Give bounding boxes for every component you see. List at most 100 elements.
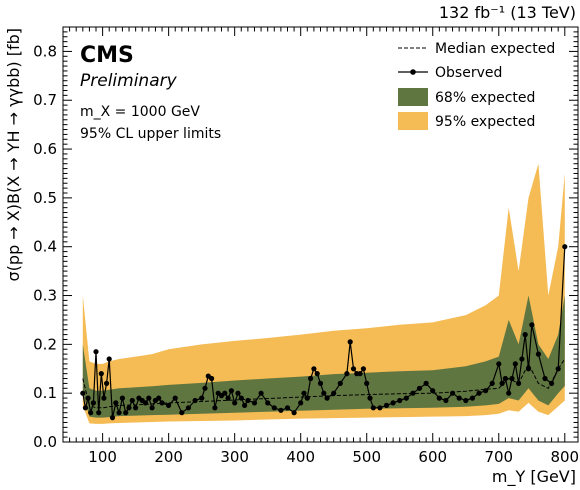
legend-68-label: 68% expected [435, 90, 535, 106]
observed-point [555, 366, 561, 372]
observed-point [423, 380, 429, 386]
observed-point [119, 395, 125, 401]
observed-point [228, 388, 234, 394]
x-tick-label: 700 [484, 448, 513, 466]
preliminary-label: Preliminary [80, 71, 178, 91]
x-tick-label: 100 [88, 448, 117, 466]
observed-point [291, 410, 297, 416]
observed-point [238, 395, 244, 401]
observed-points [80, 244, 568, 421]
x-ticks: 100 200 300 400 500 600 700 800 [69, 27, 579, 466]
legend-95-label: 95% expected [435, 114, 535, 130]
observed-point [463, 397, 469, 404]
observed-point [489, 380, 495, 386]
observed-point [476, 390, 482, 396]
observed-point [265, 400, 271, 406]
observed-point [483, 388, 489, 394]
observed-point [314, 371, 320, 377]
observed-point [456, 395, 462, 401]
observed-point [416, 385, 423, 391]
axes: 100 200 300 400 500 600 700 800 0.0 0.1 0.2 0.3 0.4… [33, 26, 579, 466]
observed-point [185, 405, 191, 411]
observed-point [242, 402, 248, 408]
observed-point [106, 356, 112, 362]
observed-point [149, 405, 155, 411]
x-tick-label: 400 [286, 448, 315, 466]
observed-point [232, 400, 238, 406]
observed-point [360, 366, 366, 372]
observed-point [344, 371, 350, 377]
observed-point [304, 395, 310, 401]
observed-point [367, 395, 373, 401]
y-tick-label: 0.8 [33, 42, 57, 60]
observed-point [311, 366, 317, 372]
y-axis-label: σ(pp → X)B(X → YH → γγbb) [fb] [4, 28, 23, 281]
x-tick-label: 300 [220, 448, 249, 466]
observed-point [133, 405, 139, 411]
y-tick-label: 0.1 [33, 384, 57, 402]
observed-point [284, 405, 291, 411]
observed-point [126, 405, 132, 411]
y-tick-label: 0.5 [33, 189, 57, 207]
observed-point [123, 410, 129, 416]
observed-point [512, 361, 518, 367]
observed-point [364, 380, 370, 386]
observed-point [562, 244, 568, 250]
observed-point [496, 361, 502, 367]
observed-point [410, 390, 416, 396]
legend-observed-marker [410, 69, 416, 75]
observed-point [535, 351, 542, 357]
observed-point [179, 410, 185, 416]
lumi-label: 132 fb⁻¹ (13 TeV) [439, 3, 576, 22]
observed-point [96, 410, 102, 416]
observed-point [331, 390, 337, 396]
observed-point [502, 375, 508, 382]
observed-point [235, 390, 241, 396]
x-tick-label: 800 [550, 448, 579, 466]
observed-point [209, 375, 215, 382]
legend: Median expected Observed 68% expected 95… [398, 41, 555, 130]
observed-point [129, 397, 135, 404]
observed-point [403, 395, 409, 401]
observed-point [317, 380, 324, 386]
observed-point [324, 395, 330, 401]
observed-point [225, 395, 231, 401]
observed-point [251, 400, 258, 406]
observed-point [166, 402, 172, 408]
y-tick-label: 0.2 [33, 335, 57, 353]
observed-point [370, 405, 376, 411]
observed-point [98, 371, 104, 377]
observed-point [390, 400, 396, 406]
y-tick-label: 0.0 [33, 433, 57, 451]
observed-point [519, 356, 525, 362]
observed-point [192, 397, 198, 404]
observed-point [104, 380, 110, 386]
observed-point [377, 405, 383, 411]
y-tick-label: 0.4 [33, 238, 57, 256]
observed-point [430, 388, 436, 394]
observed-point [542, 375, 548, 382]
observed-point [245, 397, 251, 404]
legend-observed-label: Observed [435, 65, 502, 81]
observed-point [357, 371, 363, 377]
observed-point [271, 405, 277, 411]
observed-point [146, 395, 152, 401]
y-tick-label: 0.6 [33, 140, 57, 158]
observed-point [90, 400, 96, 406]
observed-point [80, 390, 86, 396]
y-tick-label: 0.3 [33, 287, 57, 305]
mx-annotation: m_X = 1000 GeV [80, 104, 200, 120]
plot-area [80, 163, 568, 424]
expected-95-band [82, 163, 565, 424]
observed-point [506, 390, 512, 396]
observed-point [142, 400, 149, 406]
observed-point [499, 380, 505, 386]
observed-point [516, 380, 522, 386]
observed-point [159, 400, 165, 406]
observed-point [383, 402, 390, 408]
observed-point [443, 397, 449, 404]
cl-annotation: 95% CL upper limits [80, 126, 221, 142]
cms-label: CMS [80, 43, 134, 68]
x-axis-label: m_Y [GeV] [492, 467, 576, 487]
